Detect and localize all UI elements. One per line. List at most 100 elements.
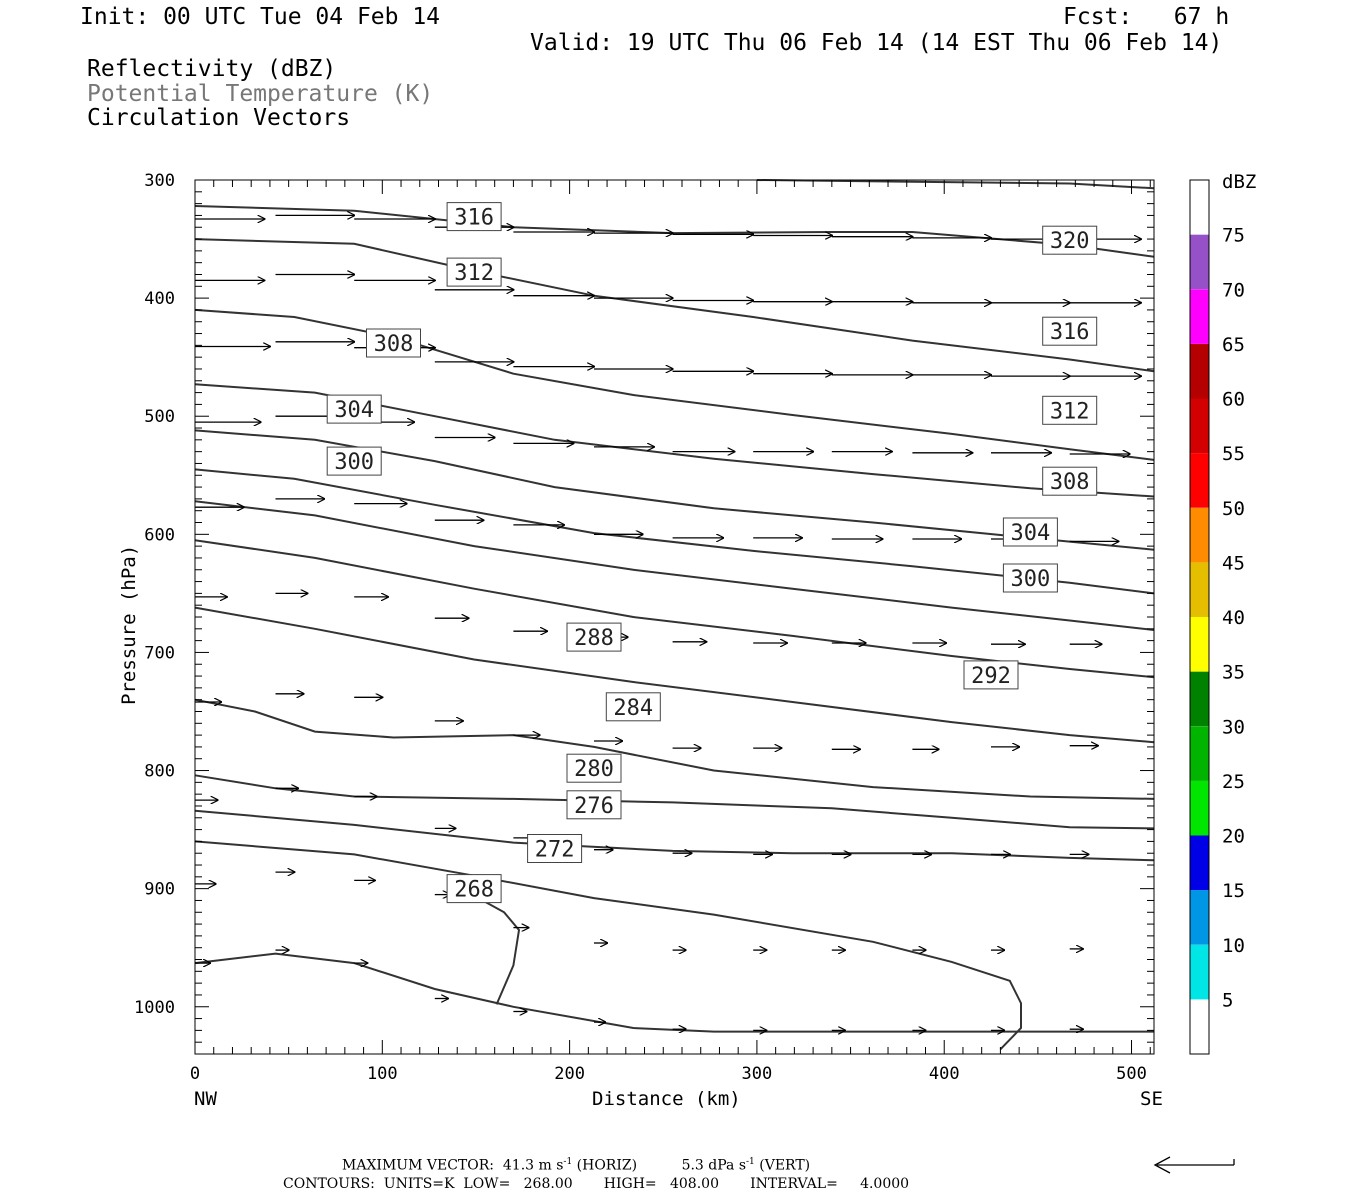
- theta-contour-line: [194, 500, 1155, 631]
- contour-label-box: [963, 660, 1019, 690]
- y-tick-label: 700: [144, 643, 175, 663]
- theta-contour-line: [194, 952, 1154, 1033]
- contour-label-box: [527, 834, 583, 863]
- contour-label: 316: [1050, 320, 1090, 345]
- colorbar-tick-label: 10: [1222, 935, 1245, 957]
- theta-contour-line: [194, 238, 1155, 373]
- colorbar-segment: [1190, 398, 1209, 454]
- theta-contour-line: [194, 539, 1155, 679]
- colorbar-segment: [1190, 890, 1209, 945]
- contour-label: 320: [1050, 229, 1090, 254]
- contour-label: 272: [535, 838, 575, 863]
- x-axis-label: Distance (km): [592, 1088, 741, 1110]
- contour-label: 280: [574, 757, 614, 782]
- y-tick-label: 300: [144, 171, 175, 191]
- legend-circulation-vectors: Circulation Vectors: [87, 105, 351, 131]
- contour-label-box: [326, 394, 382, 424]
- colorbar-segment: [1190, 289, 1209, 344]
- y-tick-label: 400: [144, 289, 175, 309]
- colorbar-segment: [1190, 999, 1209, 1054]
- colorbar-tick-label: 35: [1222, 662, 1245, 684]
- colorbar-segment: [1190, 562, 1209, 617]
- y-tick-label: 800: [144, 762, 175, 782]
- contour-label: 268: [454, 878, 494, 903]
- y-axis-label: Pressure (hPa): [118, 545, 140, 705]
- colorbar-tick-label: 60: [1222, 389, 1245, 411]
- contour-label: 276: [574, 794, 614, 819]
- colorbar-tick-label: 40: [1222, 607, 1245, 629]
- y-tick-label: 900: [144, 880, 175, 900]
- x-tick-label: 500: [1116, 1064, 1147, 1084]
- x-left-end-label: NW: [194, 1088, 217, 1110]
- theta-contour-line: [194, 809, 1155, 862]
- y-tick-label: 500: [144, 407, 175, 427]
- forecast-hour: Fcst: 67 h: [1063, 4, 1230, 30]
- colorbar-tick-label: 65: [1222, 334, 1245, 356]
- contour-label-box: [1002, 563, 1058, 593]
- colorbar-segment: [1190, 234, 1209, 290]
- theta-contour-line: [756, 179, 1155, 190]
- theta-contours: [194, 179, 1155, 1050]
- colorbar-segment: [1190, 671, 1209, 727]
- contour-label: 284: [613, 696, 653, 721]
- contour-label-box: [1042, 225, 1098, 255]
- colorbar-tick-label: 55: [1222, 443, 1245, 465]
- contour-label: 300: [334, 450, 374, 475]
- contour-label: 316: [454, 206, 494, 231]
- contour-label-box: [1042, 395, 1098, 425]
- x-right-end-label: SE: [1140, 1088, 1163, 1110]
- theta-contour-line: [194, 205, 1155, 258]
- x-tick-label: 0: [190, 1064, 200, 1084]
- contour-label: 304: [334, 398, 374, 423]
- contour-label-box: [566, 753, 622, 783]
- axes: 300 400 500 600 700 800 900 1000 0 100 200 300 400 50…: [134, 171, 1154, 1084]
- contour-label: 308: [1050, 470, 1090, 495]
- valid-time: Valid: 19 UTC Thu 06 Feb 14 (14 EST Thu …: [530, 30, 1223, 56]
- colorbar-tick-label: 5: [1222, 989, 1233, 1011]
- colorbar-segment: [1190, 507, 1209, 563]
- y-tick-label: 600: [144, 525, 175, 545]
- contour-label-box: [566, 790, 622, 820]
- colorbar-segment: [1190, 617, 1209, 672]
- init-time: Init: 00 UTC Tue 04 Feb 14: [80, 4, 441, 30]
- colorbar-segment: [1190, 780, 1209, 836]
- contour-label-box: [326, 446, 382, 476]
- contour-label: 300: [1011, 567, 1051, 592]
- colorbar-frame: [1189, 179, 1210, 1055]
- x-tick-label: 200: [554, 1064, 585, 1084]
- contour-label: 308: [374, 332, 414, 357]
- contour-label: 304: [1011, 521, 1051, 546]
- legend-potential-temperature: Potential Temperature (K): [87, 81, 434, 107]
- contour-label-box: [1042, 466, 1098, 496]
- colorbar-tick-label: 70: [1222, 279, 1245, 301]
- colorbar-tick-label: 30: [1222, 716, 1245, 738]
- x-tick-label: 100: [367, 1064, 398, 1084]
- contour-label-box: [366, 328, 421, 358]
- contour-label-box: [566, 622, 622, 652]
- contour-label-box: [446, 202, 502, 232]
- contour-label-box: [1002, 517, 1058, 547]
- plot-frame: [194, 179, 1155, 1055]
- colorbar-segment: [1190, 343, 1209, 399]
- colorbar-tick-label: 75: [1222, 225, 1245, 247]
- x-tick-label: 300: [742, 1064, 773, 1084]
- contour-label-box: [1042, 316, 1098, 346]
- theta-contour-line: [194, 606, 1155, 744]
- colorbar-tick-label: 50: [1222, 498, 1245, 520]
- x-tick-label: 400: [929, 1064, 960, 1084]
- theta-contour-line: [194, 308, 1155, 461]
- contours-info: CONTOURS: UNITS=K LOW= 268.00 HIGH= 408.…: [283, 1176, 910, 1192]
- max-vector-text: MAXIMUM VECTOR: 41.3 m s-1 (HORIZ) 5.3 d…: [342, 1157, 811, 1174]
- colorbar-tick-label: 15: [1222, 880, 1245, 902]
- theta-contour-line: [194, 840, 1022, 1050]
- colorbar-tick-label: 25: [1222, 771, 1245, 793]
- colorbar-segment: [1190, 180, 1209, 235]
- colorbar: 5 10 15 20 25 30 35 40 45 50 55 60 65 70 75: [1189, 179, 1245, 1055]
- contour-labels: 316 320 312 316 308 304 312 300 308 304 300 288 292 2…: [326, 202, 1098, 904]
- colorbar-segment: [1190, 453, 1209, 508]
- theta-contour-line: [194, 774, 1155, 830]
- y-tick-label: 1000: [134, 998, 175, 1018]
- circulation-vectors: [195, 215, 1141, 1030]
- contour-label: 292: [971, 664, 1011, 689]
